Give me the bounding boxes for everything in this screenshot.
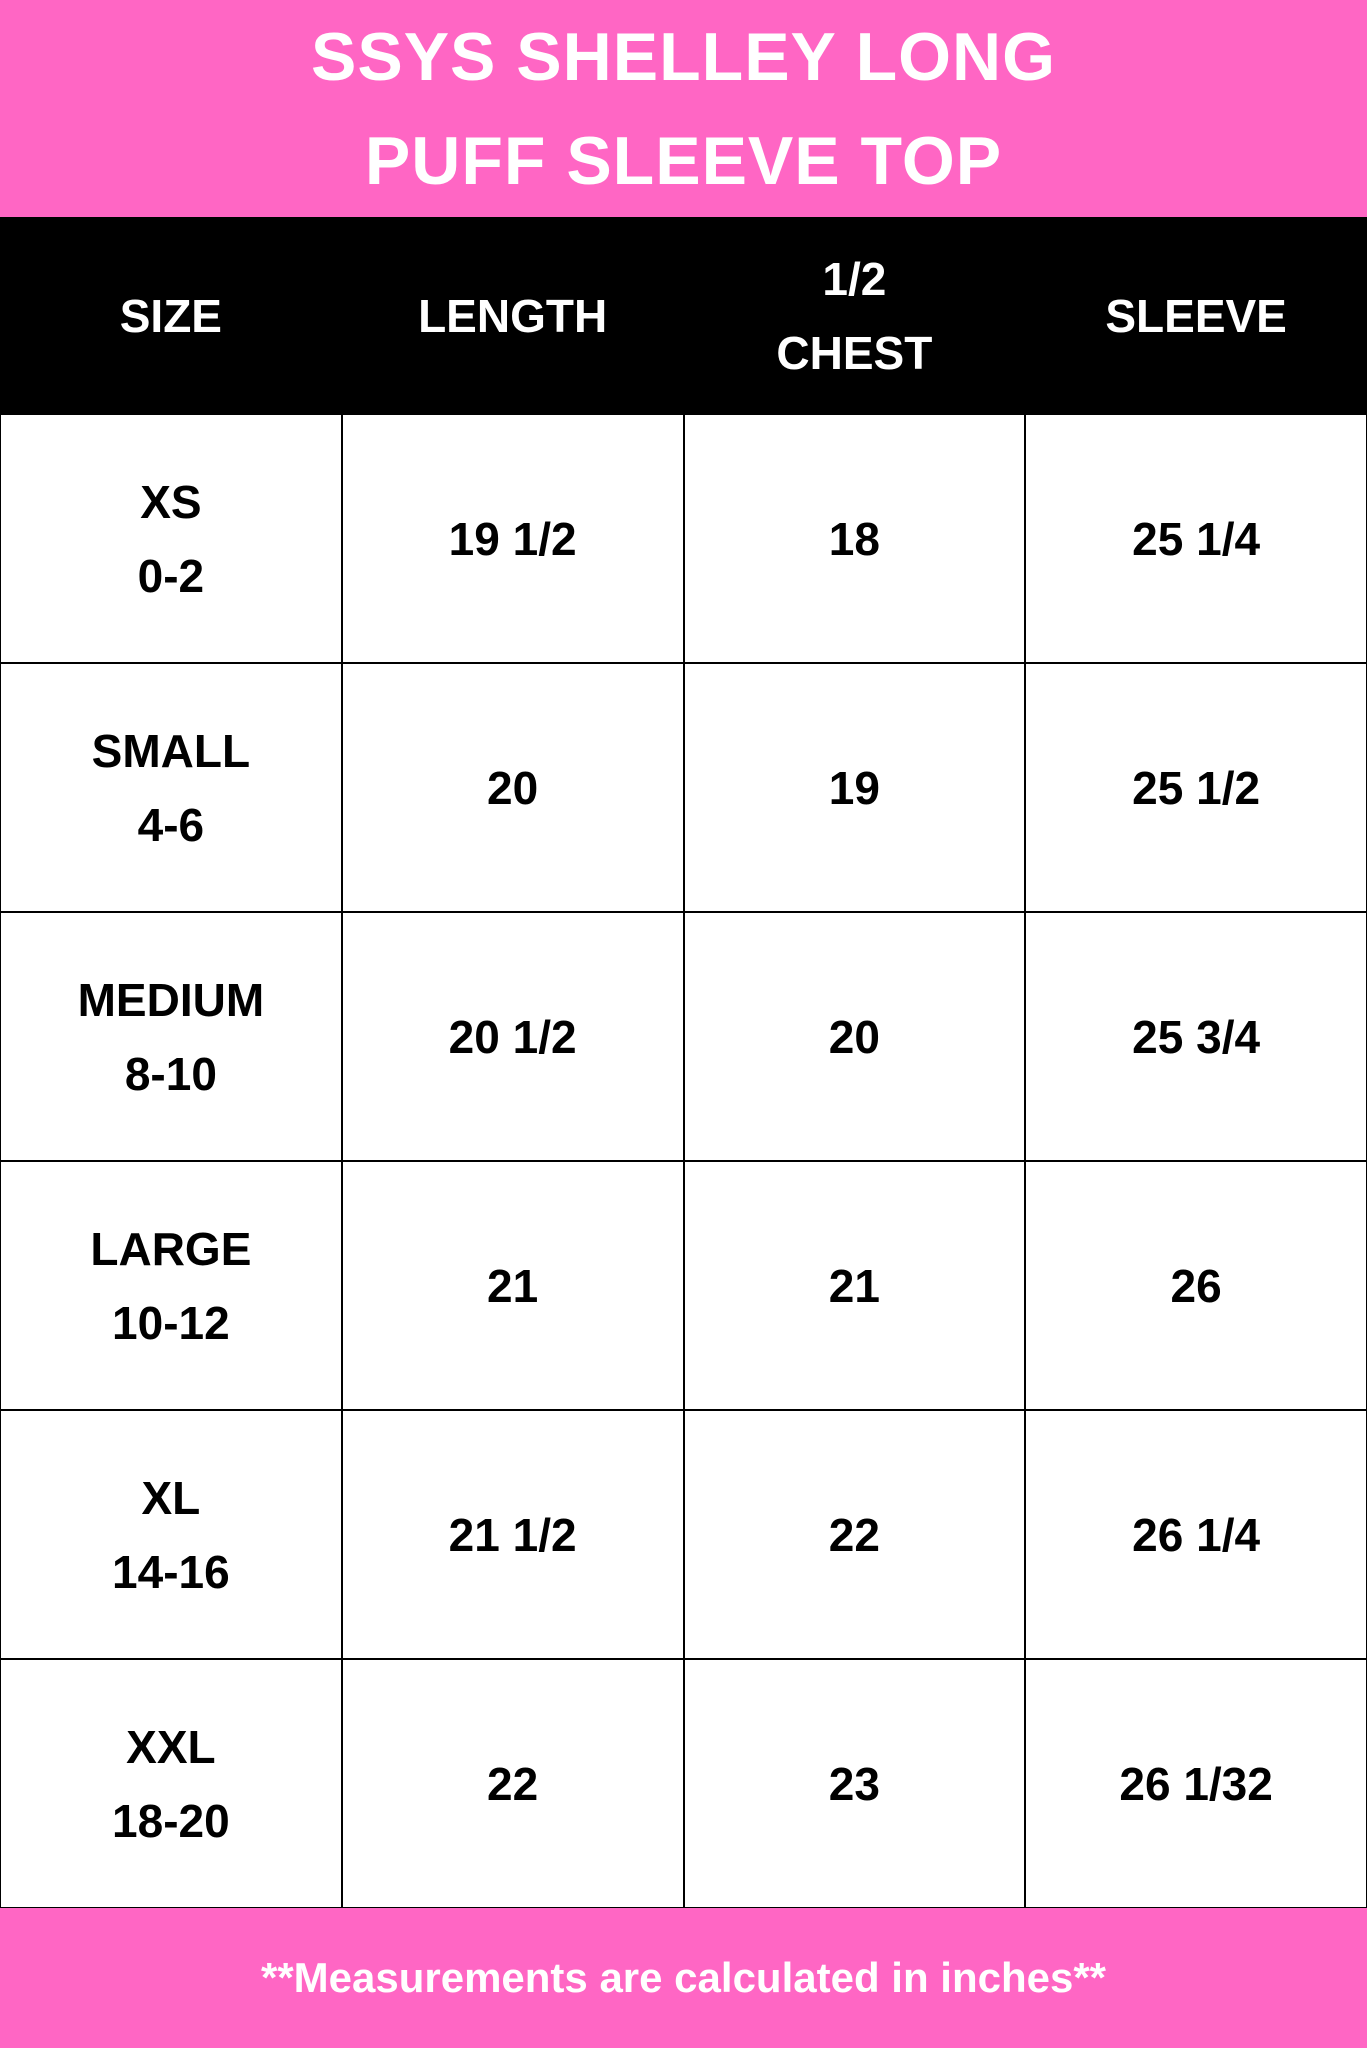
chest-value: 23: [828, 1757, 880, 1810]
chest-cell: 22: [683, 1410, 1026, 1659]
sleeve-cell: 25 1/4: [1025, 414, 1367, 663]
size-cell: XL 14-16: [0, 1410, 342, 1659]
chest-cell: 23: [683, 1659, 1026, 1908]
sleeve-value: 26 1/4: [1132, 1508, 1261, 1561]
size-cell: LARGE 10-12: [0, 1161, 342, 1410]
table-row: LARGE 10-12 21 21 26: [0, 1161, 1367, 1410]
table-header: SIZE LENGTH 1/2 CHEST SLEEVE: [0, 217, 1367, 414]
chest-cell: 20: [683, 912, 1026, 1161]
header-chest-line-2: CHEST: [776, 326, 933, 379]
length-cell: 19 1/2: [341, 414, 684, 663]
size-label: XS: [140, 475, 202, 528]
header-length: LENGTH: [418, 289, 608, 342]
length-cell: 22: [341, 1659, 684, 1908]
header-size: SIZE: [119, 289, 222, 342]
footer-note: **Measurements are calculated in inches*…: [0, 1908, 1367, 2048]
size-label: SMALL: [91, 724, 251, 777]
sleeve-cell: 26: [1025, 1161, 1367, 1410]
size-cell: XXL 18-20: [0, 1659, 342, 1908]
size-range: 8-10: [124, 1047, 217, 1100]
length-value: 20: [487, 761, 539, 814]
size-range: 18-20: [112, 1794, 230, 1847]
title-line-2: PUFF SLEEVE TOP: [364, 122, 1003, 199]
header-chest: 1/2 CHEST: [684, 217, 1026, 414]
chest-value: 22: [828, 1508, 880, 1561]
size-cell: SMALL 4-6: [0, 663, 342, 912]
table-row: XL 14-16 21 1/2 22 26 1/4: [0, 1410, 1367, 1659]
size-label: LARGE: [90, 1222, 252, 1275]
sleeve-value: 25 3/4: [1132, 1010, 1261, 1063]
size-label: MEDIUM: [77, 973, 265, 1026]
length-cell: 21 1/2: [341, 1410, 684, 1659]
sleeve-cell: 25 3/4: [1025, 912, 1367, 1161]
table-body: XS 0-2 19 1/2 18 25 1/4 SMALL 4-6 20 19 25 1/2 MED…: [0, 414, 1367, 1908]
sleeve-value: 25 1/4: [1132, 512, 1261, 565]
length-value: 19 1/2: [448, 512, 577, 565]
chest-value: 18: [828, 512, 880, 565]
size-range: 14-16: [112, 1545, 230, 1598]
sleeve-cell: 26 1/4: [1025, 1410, 1367, 1659]
size-range: 10-12: [112, 1296, 230, 1349]
length-value: 20 1/2: [448, 1010, 577, 1063]
title-line-1: SSYS SHELLEY LONG: [310, 18, 1056, 95]
table-row: MEDIUM 8-10 20 1/2 20 25 3/4: [0, 912, 1367, 1161]
length-cell: 20 1/2: [341, 912, 684, 1161]
chest-cell: 18: [683, 414, 1026, 663]
size-cell: MEDIUM 8-10: [0, 912, 342, 1161]
sleeve-value: 25 1/2: [1132, 761, 1261, 814]
sleeve-value: 26: [1170, 1259, 1222, 1312]
length-value: 21: [487, 1259, 539, 1312]
length-value: 22: [487, 1757, 539, 1810]
length-cell: 20: [341, 663, 684, 912]
chest-value: 19: [828, 761, 880, 814]
table-row: XXL 18-20 22 23 26 1/32: [0, 1659, 1367, 1908]
header-chest-line-1: 1/2: [822, 252, 887, 305]
sleeve-cell: 25 1/2: [1025, 663, 1367, 912]
size-range: 0-2: [137, 549, 205, 602]
size-label: XXL: [126, 1720, 216, 1773]
chart-title: SSYS SHELLEY LONG PUFF SLEEVE TOP: [0, 0, 1367, 217]
table-row: SMALL 4-6 20 19 25 1/2: [0, 663, 1367, 912]
sleeve-value: 26 1/32: [1119, 1757, 1273, 1810]
size-label: XL: [141, 1471, 201, 1524]
length-value: 21 1/2: [448, 1508, 577, 1561]
chest-cell: 19: [683, 663, 1026, 912]
chest-cell: 21: [683, 1161, 1026, 1410]
chest-value: 21: [828, 1259, 880, 1312]
size-cell: XS 0-2: [0, 414, 342, 663]
sleeve-cell: 26 1/32: [1025, 1659, 1367, 1908]
table-row: XS 0-2 19 1/2 18 25 1/4: [0, 414, 1367, 663]
length-cell: 21: [341, 1161, 684, 1410]
size-range: 4-6: [137, 798, 205, 851]
header-sleeve: SLEEVE: [1105, 289, 1287, 342]
chest-value: 20: [828, 1010, 880, 1063]
